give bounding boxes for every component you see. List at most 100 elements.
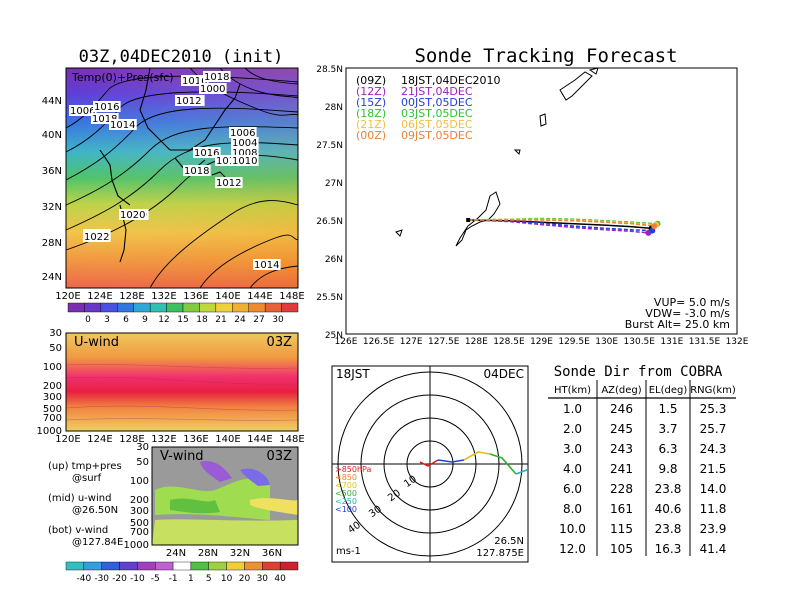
temp-colorbar-label: 9 <box>142 315 148 325</box>
table-cell: 1.0 <box>563 402 582 416</box>
track-lon-label: 126E <box>335 337 358 347</box>
temp-lat-labels: 44N 40N 36N 32N 28N 24N <box>42 96 62 283</box>
track-lon-label: 127.5E <box>428 337 460 347</box>
track-lon-label: 130.5E <box>624 337 656 347</box>
u-wind-lon-label: 120E <box>55 434 80 445</box>
temp-lat-label: 32N <box>42 202 62 213</box>
wind-colorbar-cell <box>65 561 85 571</box>
wind-colorbar-label: -30 <box>94 574 109 584</box>
polar-units: ms-1 <box>336 546 361 557</box>
wind-colorbar-label: -5 <box>151 574 160 584</box>
table-cell: 24.3 <box>700 442 727 456</box>
table-cell: 25.7 <box>700 422 727 436</box>
u-wind-lon-label: 148E <box>279 434 304 445</box>
table-cell: 21.5 <box>700 462 727 476</box>
v-wind-lat-labels: 24N 28N 32N 36N <box>166 548 282 559</box>
temp-lat-label: 24N <box>42 272 62 283</box>
track-lon-label: 129E <box>530 337 553 347</box>
track-lat-label: 28.5N <box>316 65 343 75</box>
wind-colorbar-cell <box>83 561 102 571</box>
table-cell: 241 <box>610 462 633 476</box>
launch-point <box>466 218 471 222</box>
pressure-label-bg <box>215 177 243 188</box>
polar-loc1: 26.5N <box>494 536 524 547</box>
pressure-label-bg <box>193 147 221 158</box>
wind-colorbar-label: -20 <box>112 574 127 584</box>
temp-colorbar-label: 0 <box>85 315 91 325</box>
v-wind-lat-label: 24N <box>166 548 186 559</box>
temp-colorbar-label: 30 <box>272 315 284 325</box>
v-wind-p-label: 30 <box>136 442 149 453</box>
temp-lat-label: 36N <box>42 166 62 177</box>
temp-colorbar-cell <box>166 302 184 313</box>
u-wind-p-label: 200 <box>43 381 62 392</box>
track-lat-label: 27N <box>325 179 343 189</box>
u-wind-lon-label: 124E <box>87 434 112 445</box>
pressure-label-bg <box>231 137 259 148</box>
wind-colorbar-cell <box>155 561 174 571</box>
pressure-label-bg <box>175 95 203 106</box>
note-bot2: @127.84E <box>72 537 123 548</box>
temp-lat-label: 28N <box>42 238 62 249</box>
temp-lat-label: 40N <box>42 130 62 141</box>
table-cell: 23.8 <box>655 522 682 536</box>
pressure-label-bg <box>253 259 281 270</box>
u-wind-time: 03Z <box>267 335 293 350</box>
u-wind-p-label: 700 <box>43 413 62 424</box>
pressure-label: 1000 <box>200 84 225 95</box>
temp-colorbar-cell <box>67 302 85 313</box>
polar-level-label: <500 <box>335 489 357 498</box>
pressure-label: 1004 <box>232 138 257 149</box>
temp-lon-label: 120E <box>55 291 80 302</box>
wind-colorbar: -40 -30 -20 -10 -5 -1 1 5 10 20 30 40 <box>65 561 299 584</box>
table-cell: 10.0 <box>559 522 586 536</box>
temp-colorbar-label: 27 <box>253 315 264 325</box>
legend-code: (09Z) <box>356 74 386 87</box>
legend-code: (15Z) <box>356 96 386 109</box>
table-header: RNG(km) <box>690 385 736 396</box>
polar-level-label: <700 <box>335 481 357 490</box>
u-wind-label: U-wind <box>74 335 119 350</box>
track-lon-label: 131E <box>660 337 683 347</box>
polar-hodograph <box>419 451 528 475</box>
pressure-label-bg <box>181 75 209 86</box>
table-cell: 105 <box>610 542 633 556</box>
wind-colorbar-cell <box>244 561 263 571</box>
pressure-label: 1016 <box>182 76 207 87</box>
wind-colorbar-label: 30 <box>257 574 269 584</box>
legend-time: 09JST,05DEC <box>401 129 473 142</box>
u-wind-lon-label: 140E <box>215 434 240 445</box>
temp-colorbar-cell <box>133 302 151 313</box>
pressure-label-bg <box>91 113 119 124</box>
sonde-dir-table: HT(km) AZ(deg) EL(deg) RNG(km) 1.0 246 1.5 25.3… <box>548 380 736 556</box>
legend-time: 21JST,04DEC <box>401 85 473 98</box>
pressure-label: 1020 <box>120 210 145 221</box>
pressure-label: 1012 <box>176 96 201 107</box>
table-cell: 40.6 <box>655 502 682 516</box>
table-cell: 23.8 <box>655 482 682 496</box>
v-wind-p-label: 300 <box>130 506 149 517</box>
temp-map-frame <box>65 67 299 289</box>
table-cell: 243 <box>610 442 633 456</box>
coastlines <box>99 67 241 263</box>
param-vup: VUP= 5.0 m/s <box>654 296 730 309</box>
table-title: Sonde Dir from COBRA <box>554 364 723 380</box>
table-cell: 245 <box>610 422 633 436</box>
u-wind-lon-label: 128E <box>119 434 144 445</box>
temp-map-label: Temp(0)+Pres(sfc) <box>71 71 174 84</box>
legend-time: 18JST,04DEC2010 <box>401 74 501 87</box>
temp-lon-label: 128E <box>119 291 144 302</box>
temp-colorbar-cell <box>117 302 134 313</box>
polar-levels: >850hPa<850<700<500<250<100 <box>335 465 372 514</box>
pressure-label: 1016 <box>194 148 219 159</box>
u-wind-p-label: 1000 <box>37 426 62 437</box>
legend-time: 06JST,05DEC <box>401 118 473 131</box>
pressure-label: 1018 <box>204 72 229 83</box>
track-title: Sonde Tracking Forecast <box>414 45 677 67</box>
polar-level-label: >850hPa <box>335 465 372 474</box>
track-lon-label: 131.5E <box>689 337 721 347</box>
pressure-label-bg <box>229 127 257 138</box>
